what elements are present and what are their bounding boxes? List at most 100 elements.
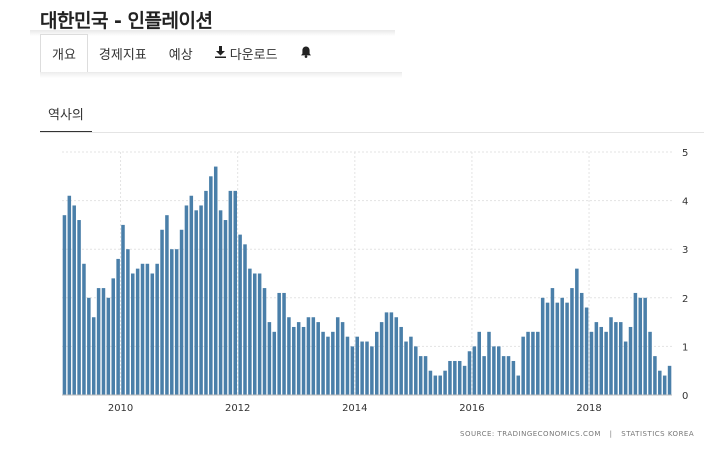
bar: [409, 336, 413, 395]
bar: [443, 370, 447, 395]
tab-download-label: 다운로드: [229, 47, 278, 63]
bar: [160, 229, 164, 395]
tab-indicators[interactable]: 경제지표: [88, 34, 158, 72]
x-tick-label: 2014: [342, 403, 367, 414]
bar: [579, 292, 584, 395]
bar: [619, 322, 623, 395]
bar: [648, 331, 652, 395]
bar: [643, 297, 647, 395]
y-tick-label: 5: [682, 148, 688, 159]
bar: [584, 307, 589, 395]
bar: [609, 317, 613, 395]
bar: [292, 326, 296, 395]
bar: [628, 326, 633, 395]
bar: [248, 268, 252, 395]
bar: [662, 375, 667, 395]
bar: [555, 302, 560, 395]
source-separator: |: [609, 430, 613, 438]
bar: [423, 356, 428, 395]
subtab-divider: [40, 132, 704, 133]
bar: [497, 346, 501, 395]
bar: [667, 365, 672, 395]
x-tick-label: 2018: [576, 403, 601, 414]
bar: [472, 346, 477, 395]
bar: [545, 302, 550, 395]
bar: [213, 166, 218, 395]
bar: [77, 220, 81, 395]
bar: [560, 297, 564, 395]
bar: [492, 346, 496, 395]
bar: [521, 336, 525, 395]
bar: [340, 322, 345, 395]
bar: [394, 317, 399, 395]
bar: [345, 336, 350, 395]
bar: [526, 331, 530, 395]
x-tick-label: 2012: [225, 403, 250, 414]
download-icon: [214, 45, 226, 61]
bar: [321, 331, 325, 395]
bar: [467, 351, 472, 395]
bar: [540, 297, 545, 395]
bar: [223, 220, 228, 395]
source-left: SOURCE: TRADINGECONOMICS.COM: [460, 430, 601, 438]
bar: [448, 360, 452, 395]
bar: [565, 302, 569, 395]
bar: [501, 356, 506, 395]
bar: [570, 288, 574, 395]
page-title: 대한민국 - 인플레이션: [40, 10, 213, 32]
bar: [404, 341, 408, 395]
bar: [365, 341, 369, 395]
title-shadow: [30, 30, 395, 36]
bar: [82, 263, 86, 395]
bar: [228, 190, 233, 395]
bar: [121, 224, 125, 395]
bar: [331, 331, 335, 395]
bar: [531, 331, 535, 395]
bar: [384, 312, 389, 395]
bar: [487, 331, 491, 395]
bar: [174, 249, 179, 395]
bar: [91, 317, 96, 395]
tab-forecast[interactable]: 예상: [158, 34, 204, 72]
bar: [316, 322, 320, 395]
bar: [653, 356, 657, 395]
bar: [536, 331, 540, 395]
y-tick-label: 2: [682, 294, 688, 305]
bar: [243, 244, 247, 395]
bar: [126, 249, 130, 395]
bar: [633, 292, 638, 395]
y-tick-label: 4: [682, 197, 688, 208]
bar: [599, 326, 603, 395]
tab-alerts[interactable]: [289, 34, 327, 72]
bar: [594, 322, 599, 395]
bar: [72, 205, 76, 395]
x-tick-label: 2010: [108, 403, 133, 414]
bar: [189, 195, 194, 395]
bar: [218, 210, 223, 395]
bar: [511, 360, 516, 395]
x-tick-label: 2016: [459, 403, 484, 414]
bar: [623, 341, 628, 395]
bar: [204, 190, 208, 395]
bar: [516, 375, 521, 395]
bar: [575, 268, 579, 395]
tab-overview[interactable]: 개요: [40, 34, 88, 73]
bar: [326, 336, 330, 395]
bar: [96, 288, 101, 395]
bar: [140, 263, 145, 395]
bar: [604, 331, 608, 395]
bar: [370, 346, 374, 395]
bar: [428, 370, 433, 395]
y-tick-label: 0: [682, 391, 688, 402]
bar: [257, 273, 262, 395]
tab-download[interactable]: 다운로드: [204, 34, 289, 72]
bar: [350, 346, 355, 395]
bar: [399, 326, 403, 395]
bar: [67, 195, 72, 395]
bar: [282, 292, 286, 395]
bar: [184, 205, 189, 395]
bar: [116, 258, 120, 395]
bell-icon: [300, 46, 312, 61]
y-tick-label: 3: [682, 245, 688, 256]
bar: [131, 273, 135, 395]
